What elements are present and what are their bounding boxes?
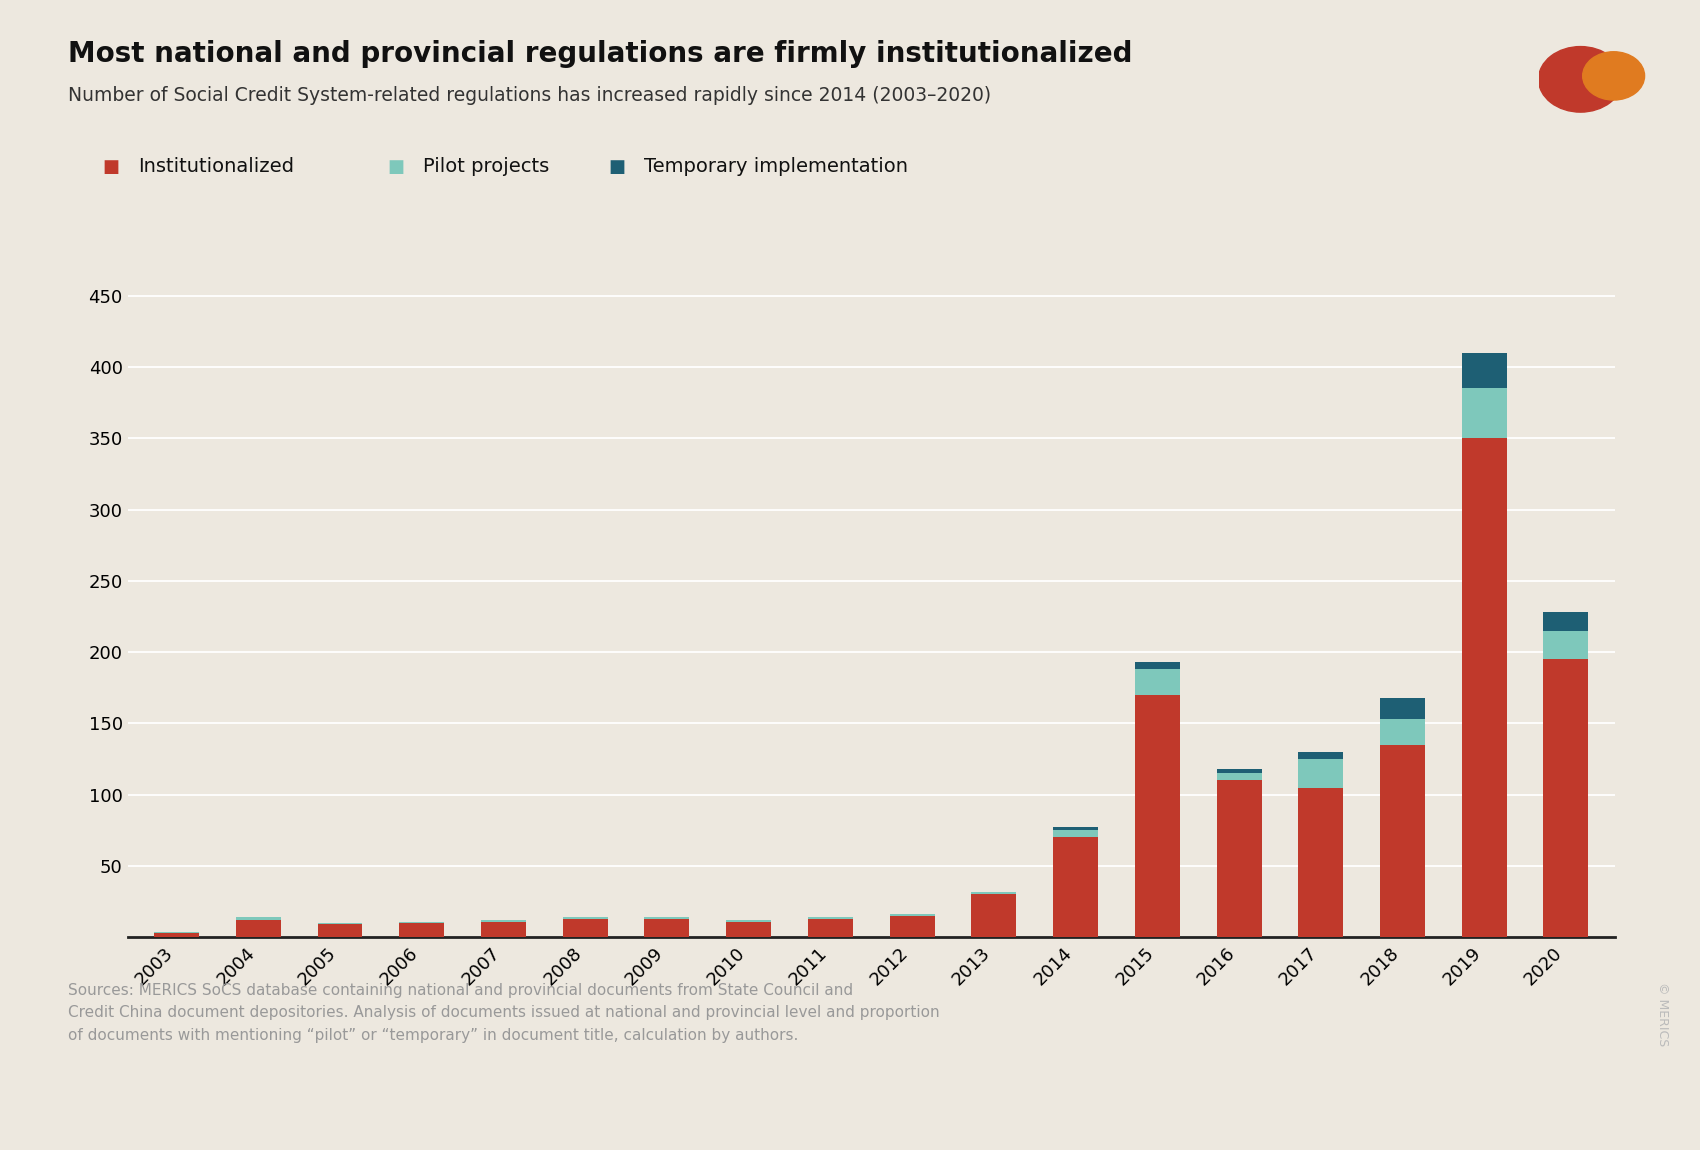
- Bar: [563, 918, 607, 919]
- Bar: [1217, 769, 1261, 773]
- Bar: [644, 919, 690, 937]
- Bar: [1052, 830, 1098, 837]
- Text: Institutionalized: Institutionalized: [138, 158, 294, 176]
- Bar: [1380, 745, 1425, 937]
- Bar: [1462, 438, 1506, 937]
- Bar: [236, 918, 280, 920]
- Bar: [318, 925, 362, 937]
- Bar: [1217, 773, 1261, 781]
- Bar: [481, 921, 525, 937]
- Bar: [1462, 389, 1506, 438]
- Text: Pilot projects: Pilot projects: [423, 158, 549, 176]
- Text: ■: ■: [388, 158, 405, 176]
- Bar: [1380, 719, 1425, 745]
- Bar: [726, 921, 772, 937]
- Bar: [644, 918, 690, 919]
- Text: ■: ■: [609, 158, 626, 176]
- Bar: [1544, 612, 1588, 630]
- Bar: [808, 919, 853, 937]
- Bar: [1136, 662, 1180, 669]
- Bar: [1462, 353, 1506, 389]
- Bar: [889, 914, 935, 915]
- Bar: [1544, 630, 1588, 659]
- Bar: [1052, 837, 1098, 937]
- Bar: [1299, 752, 1343, 759]
- Bar: [1136, 669, 1180, 695]
- Circle shape: [1538, 46, 1622, 112]
- Text: Number of Social Credit System-related regulations has increased rapidly since 2: Number of Social Credit System-related r…: [68, 86, 991, 106]
- Bar: [1299, 788, 1343, 937]
- Text: Most national and provincial regulations are firmly institutionalized: Most national and provincial regulations…: [68, 40, 1132, 68]
- Bar: [1544, 659, 1588, 937]
- Bar: [1217, 781, 1261, 937]
- Bar: [1299, 759, 1343, 788]
- Bar: [155, 933, 199, 937]
- Text: Temporary implementation: Temporary implementation: [644, 158, 908, 176]
- Text: Sources: MERICS SoCS database containing national and provincial documents from : Sources: MERICS SoCS database containing…: [68, 983, 940, 1043]
- Bar: [236, 920, 280, 937]
- Bar: [971, 895, 1017, 937]
- Bar: [400, 921, 444, 923]
- Bar: [1052, 828, 1098, 830]
- Text: ■: ■: [102, 158, 119, 176]
- Bar: [1136, 695, 1180, 937]
- Text: © MERICS: © MERICS: [1656, 982, 1669, 1046]
- Bar: [808, 918, 853, 919]
- Bar: [155, 932, 199, 933]
- Bar: [889, 915, 935, 937]
- Bar: [563, 919, 607, 937]
- Bar: [971, 891, 1017, 895]
- Bar: [726, 920, 772, 921]
- Bar: [1380, 698, 1425, 719]
- Circle shape: [1583, 52, 1644, 100]
- Bar: [481, 920, 525, 921]
- Bar: [318, 923, 362, 925]
- Bar: [400, 923, 444, 937]
